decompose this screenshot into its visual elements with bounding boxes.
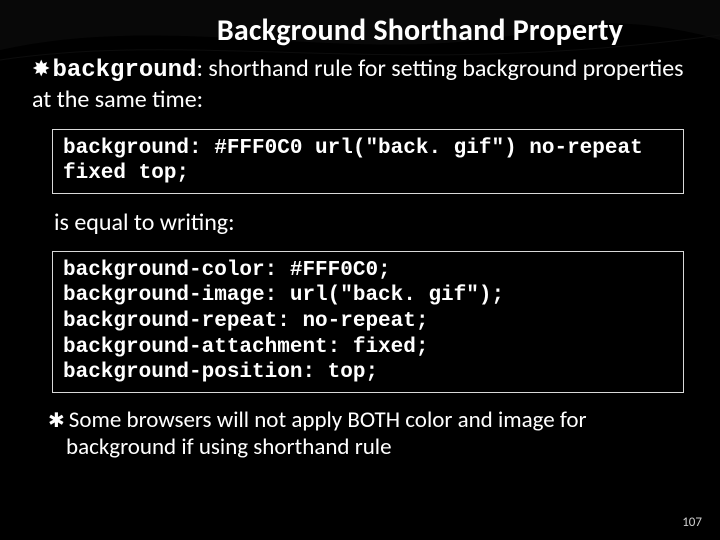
page-number: 107 <box>682 515 702 530</box>
between-text: is equal to writing: <box>54 208 692 237</box>
asterisk-bullet-icon: ✱ <box>48 409 65 433</box>
intro-line: ✸background: shorthand rule for setting … <box>28 55 692 115</box>
code-block-shorthand: background: #FFF0C0 url("back. gif") no-… <box>52 129 684 194</box>
sun-bullet-icon: ✸ <box>32 56 50 82</box>
code-block-longhand: background-color: #FFF0C0; background-im… <box>52 251 684 393</box>
slide: Background Shorthand Property ✸backgroun… <box>0 0 720 540</box>
slide-title: Background Shorthand Property <box>148 12 692 49</box>
note-text: Some browsers will not apply BOTH color … <box>66 406 587 462</box>
intro-keyword: background <box>52 57 196 84</box>
note-line: ✱Some browsers will not apply BOTH color… <box>28 407 692 462</box>
